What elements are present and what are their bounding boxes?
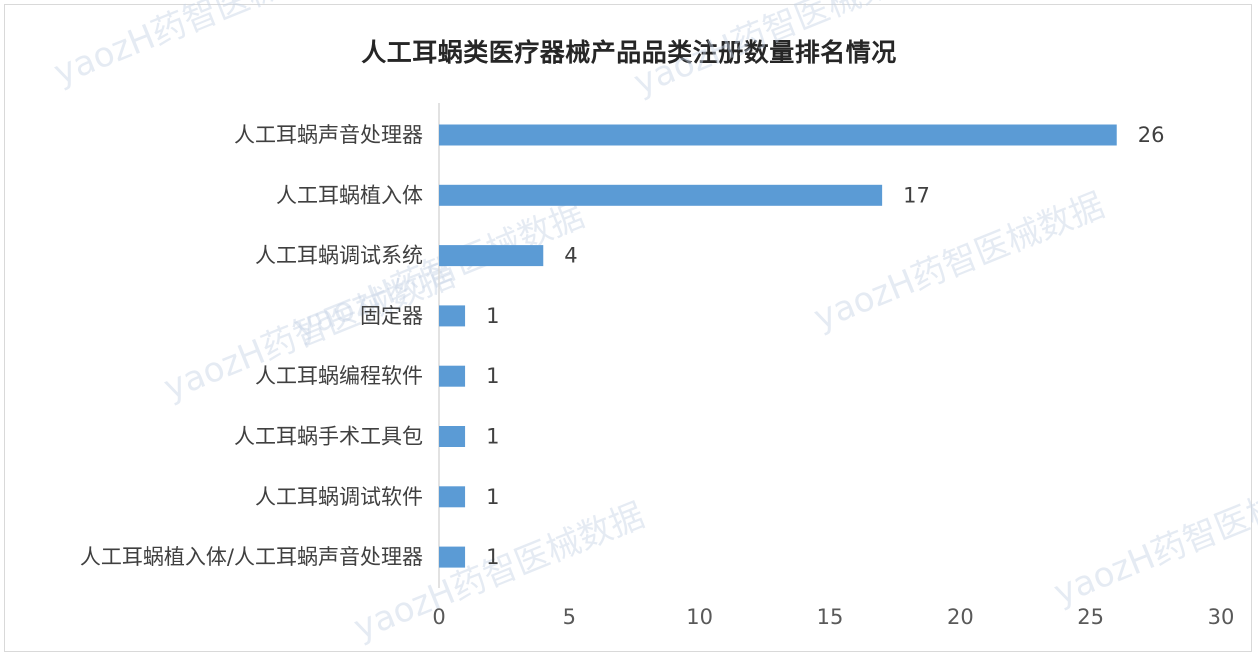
watermark-text: yaozH药智医械数据 [348,495,650,648]
category-labels: 人工耳蜗声音处理器人工耳蜗植入体人工耳蜗调试系统固定器人工耳蜗编程软件人工耳蜗手… [80,123,423,569]
value-labels: 26 17 4 1 1 1 1 1 [486,123,1164,569]
watermark-text: yaozH药智医械数据 [48,0,350,93]
value-label: 1 [486,304,499,328]
category-label: 人工耳蜗调试系统 [255,244,423,268]
bar [439,546,466,568]
value-label: 1 [486,425,499,449]
category-label: 人工耳蜗调试软件 [255,485,423,509]
value-label: 4 [564,244,577,268]
value-label: 1 [486,485,499,509]
bar [439,486,466,508]
x-tick-label: 30 [1208,605,1235,629]
x-tick-label: 20 [947,605,974,629]
x-tick-label: 25 [1077,605,1104,629]
bars-group [439,124,1117,568]
x-tick-label: 5 [563,605,576,629]
value-label: 1 [486,545,499,569]
category-label: 人工耳蜗编程软件 [255,364,423,388]
value-label: 1 [486,364,499,388]
x-tick-label: 15 [817,605,844,629]
category-label: 人工耳蜗植入体 [276,183,423,207]
category-label: 人工耳蜗声音处理器 [234,123,423,147]
watermark-text: yaozH药智医械数据 [628,0,930,103]
category-label: 固定器 [360,304,423,328]
x-tick-label: 0 [432,605,445,629]
watermark-text: yaozH药智医械数据 [1048,460,1258,613]
bar [439,124,1117,146]
chart-title: 人工耳蜗类医疗器械产品品类注册数量排名情况 [361,38,897,67]
x-tick-label: 10 [686,605,713,629]
bar [439,184,883,206]
watermark-text: yaozH药智医械数据 [808,185,1110,338]
value-label: 26 [1138,123,1165,147]
value-label: 17 [903,183,930,207]
bar [439,305,466,327]
bar [439,365,466,387]
bar [439,245,544,267]
category-label: 人工耳蜗植入体/人工耳蜗声音处理器 [80,545,423,569]
bar [439,426,466,447]
category-label: 人工耳蜗手术工具包 [234,425,423,449]
chart-frame [4,4,1252,652]
x-tick-labels: 0 5 10 15 20 25 30 [432,605,1234,629]
